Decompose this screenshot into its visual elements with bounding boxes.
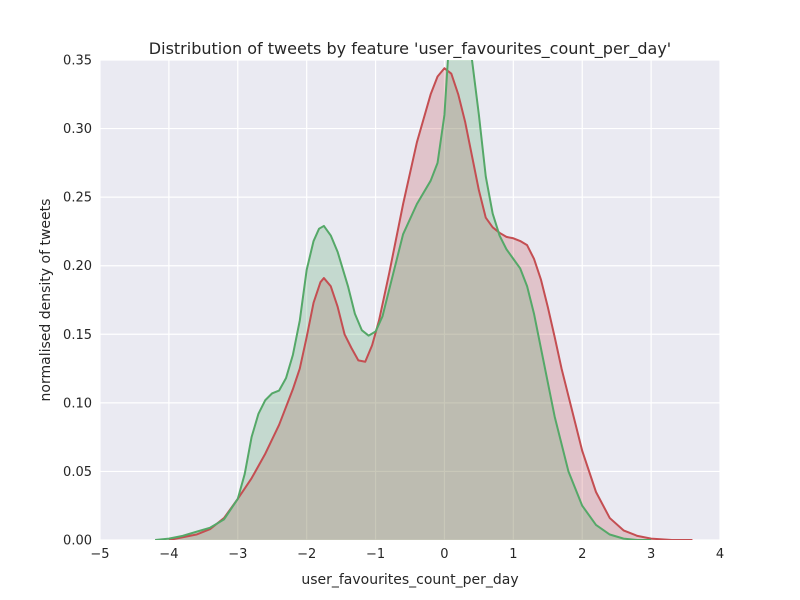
y-tick-label: 0.05 — [63, 465, 92, 480]
y-tick-label: 0.30 — [63, 122, 92, 137]
plot-area — [100, 60, 720, 540]
y-tick-labels: 0.00 0.05 0.10 0.15 0.20 0.25 0.30 0.35 — [63, 54, 92, 549]
density-area-1 — [168, 68, 693, 540]
x-tick-label: 0 — [440, 547, 448, 562]
density-area-2 — [155, 60, 652, 540]
x-tick-label: −2 — [297, 547, 316, 562]
x-axis-label: user_favourites_count_per_day — [301, 572, 518, 588]
y-axis-label: normalised density of tweets — [38, 199, 54, 402]
density-line-1 — [168, 67, 693, 540]
density-curves — [155, 60, 693, 540]
x-tick-label: −3 — [228, 547, 247, 562]
y-tick-label: 0.15 — [63, 328, 92, 343]
y-tick-label: 0.35 — [63, 54, 92, 69]
x-tick-label: 4 — [716, 547, 724, 562]
grid-lines — [99, 59, 721, 541]
x-tick-label: −4 — [159, 547, 178, 562]
y-tick-label: 0.00 — [63, 534, 92, 549]
density-line-2 — [155, 60, 652, 540]
y-tick-label: 0.20 — [63, 259, 92, 274]
x-tick-label: −5 — [90, 547, 109, 562]
x-tick-label: 1 — [509, 547, 517, 562]
chart-title: Distribution of tweets by feature 'user_… — [149, 39, 671, 59]
x-tick-label: −1 — [366, 547, 385, 562]
y-tick-label: 0.10 — [63, 396, 92, 411]
x-tick-labels: −5 −4 −3 −2 −1 0 1 2 3 4 — [90, 547, 724, 562]
x-tick-label: 2 — [578, 547, 586, 562]
y-tick-label: 0.25 — [63, 191, 92, 206]
x-tick-label: 3 — [647, 547, 655, 562]
